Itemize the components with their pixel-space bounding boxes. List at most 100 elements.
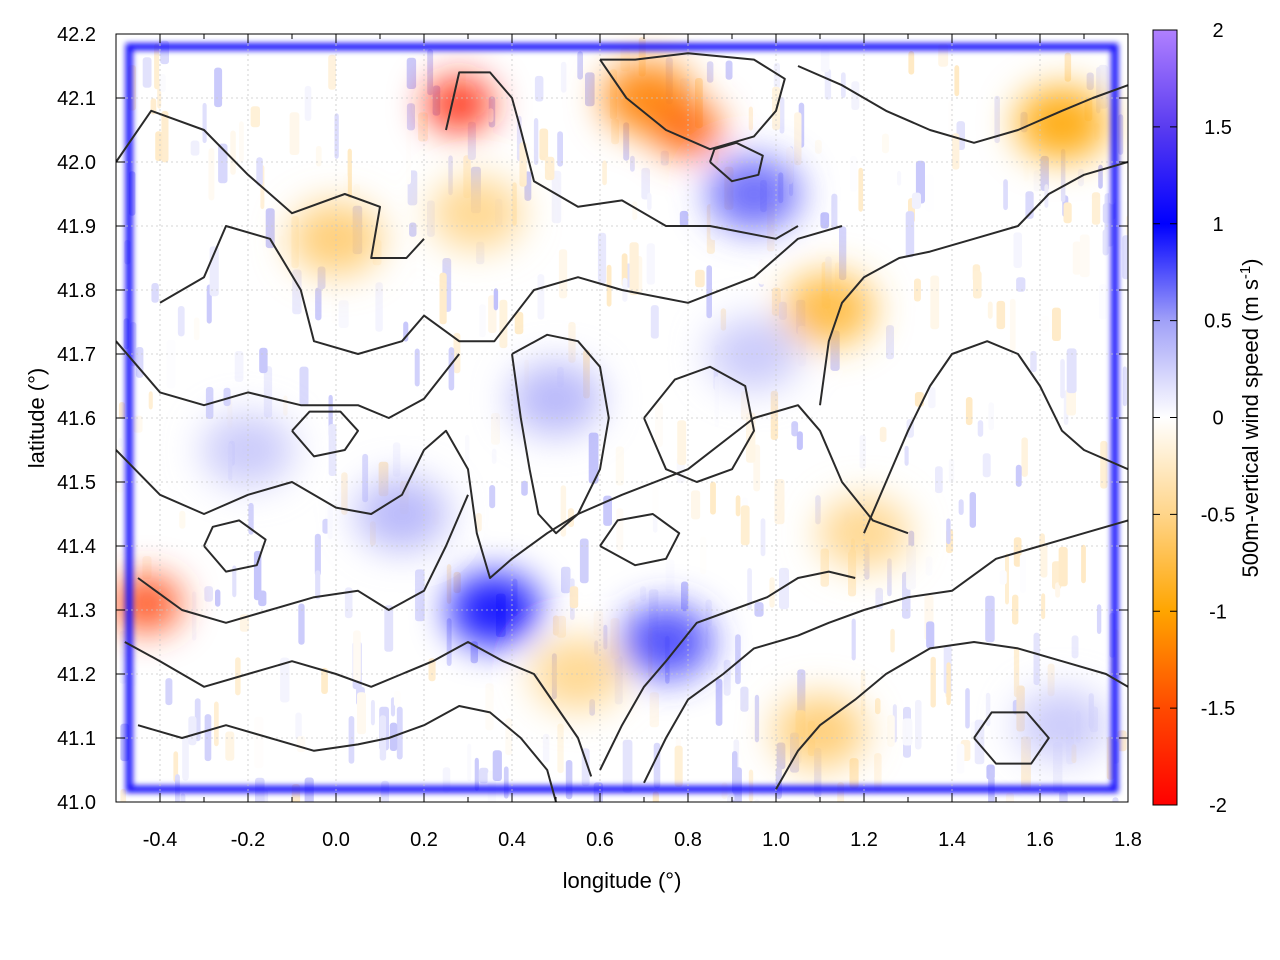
contour-line: [863, 340, 1128, 534]
heatmap-streak: [585, 72, 595, 107]
colorbar-tick-label: -0.5: [1201, 504, 1235, 526]
heatmap-streak: [489, 485, 496, 509]
y-tick-label: 41.2: [57, 664, 96, 686]
heatmap-streak: [1072, 241, 1082, 275]
heatmap-streak: [677, 420, 687, 465]
heatmap-streak: [695, 269, 705, 288]
heatmap-streak: [735, 495, 741, 517]
heatmap-streak: [859, 434, 866, 469]
heatmap-streak: [155, 131, 163, 162]
heatmap-streak: [565, 760, 573, 800]
heatmap-streak: [331, 282, 338, 324]
heatmap-streak: [1102, 229, 1109, 256]
heatmap-streak: [533, 118, 539, 165]
heatmap-streak: [1021, 437, 1028, 477]
contour-line: [973, 711, 1050, 765]
heatmap-streak: [610, 618, 620, 659]
heatmap-streak: [706, 265, 712, 319]
y-tick-label: 41.9: [57, 216, 96, 238]
heatmap-streak: [588, 432, 599, 484]
heatmap-streak: [655, 402, 663, 447]
heatmap-streak: [691, 490, 701, 520]
heatmap-streak: [851, 618, 856, 661]
heatmap-streak: [1015, 464, 1022, 487]
heatmap-streak: [1122, 366, 1127, 407]
heatmap-streak: [723, 659, 731, 696]
contour-line: [643, 519, 1128, 784]
contour-line: [797, 65, 1128, 144]
heatmap-streak: [874, 753, 882, 792]
heatmap-field: [116, 37, 1128, 802]
heatmap-streak: [218, 143, 228, 184]
heatmap-streak: [640, 586, 647, 602]
heatmap-streak: [304, 85, 312, 121]
heatmap-streak: [1009, 298, 1016, 352]
heatmap-streak: [774, 479, 785, 525]
heatmap-hotspot: [425, 77, 494, 132]
contour-line: [116, 109, 425, 259]
heatmap-streak: [740, 505, 750, 546]
heatmap-streak: [820, 45, 830, 73]
heatmap-streak: [646, 243, 655, 285]
heatmap-streak: [769, 577, 775, 608]
heatmap-streak: [954, 65, 960, 97]
heatmap-streak: [1096, 604, 1102, 634]
contour-line: [137, 705, 557, 802]
contour-line: [819, 161, 1128, 406]
heatmap-streak: [298, 603, 305, 645]
x-tick-label: 0.4: [498, 829, 526, 851]
heatmap-streak: [295, 712, 302, 741]
contour-line: [775, 641, 1128, 790]
heatmap-streak: [315, 145, 322, 167]
heatmap-streak: [858, 167, 864, 212]
heatmap-streak: [561, 566, 571, 594]
heatmap-streak: [681, 581, 689, 612]
colorbar-tick-label: 0.5: [1204, 311, 1232, 333]
heatmap-streak: [537, 274, 545, 320]
heatmap-streak: [926, 621, 935, 649]
heatmap-streak: [214, 67, 223, 108]
contour-line: [137, 494, 469, 624]
heatmap-streak: [989, 769, 995, 788]
y-tick-label: 41.4: [57, 536, 96, 558]
heatmap-streak: [706, 61, 714, 83]
heatmap-streak: [503, 766, 509, 799]
heatmap-streak: [754, 602, 764, 617]
contour-line: [709, 141, 764, 183]
heatmap-streak: [133, 415, 143, 433]
heatmap-streak: [479, 767, 489, 784]
heatmap-streak: [1098, 164, 1103, 189]
heatmap-streak: [679, 210, 689, 227]
heatmap-streak: [649, 692, 659, 728]
heatmap-streak: [314, 533, 321, 577]
heatmap-streak: [622, 739, 633, 793]
y-tick-label: 41.3: [57, 600, 96, 622]
heatmap-streak: [514, 311, 524, 335]
heatmap-streak: [263, 366, 273, 418]
heatmap-streak: [925, 174, 934, 212]
x-axis-ticks: -0.4 -0.2 0.0 0.2 0.4 0.6 0.8 1.0 1.2 1.4 1.6 1.8: [115, 34, 1142, 851]
colorbar-ticks: 2 1.5 1 0.5 0 -0.5 -1 -1.5 -2: [1153, 20, 1235, 817]
heatmap-streak: [557, 131, 563, 167]
heatmap-streak: [499, 299, 508, 349]
heatmap-hotspot: [1016, 688, 1108, 762]
heatmap-streak: [406, 103, 415, 131]
heatmap-streak: [1117, 730, 1127, 752]
heatmap-streak: [214, 701, 219, 747]
heatmap-streak: [296, 736, 306, 753]
heatmap-streak: [581, 748, 590, 787]
heatmap-streak: [928, 387, 936, 409]
y-tick-label: 41.7: [57, 344, 96, 366]
heatmap-streak: [256, 157, 263, 186]
heatmap-streak: [182, 737, 189, 781]
heatmap-streak: [887, 714, 895, 747]
heatmap-streak: [911, 192, 921, 209]
heatmap-streak: [177, 306, 185, 337]
colorbar-tick-label: -2: [1209, 795, 1227, 817]
heatmap-streak: [904, 445, 909, 466]
heatmap-streak: [831, 193, 838, 230]
heatmap-streak: [849, 155, 858, 192]
colorbar-title-superscript: -1: [1237, 266, 1254, 279]
heatmap-streak: [315, 570, 321, 600]
heatmap-hotspot: [782, 272, 875, 347]
